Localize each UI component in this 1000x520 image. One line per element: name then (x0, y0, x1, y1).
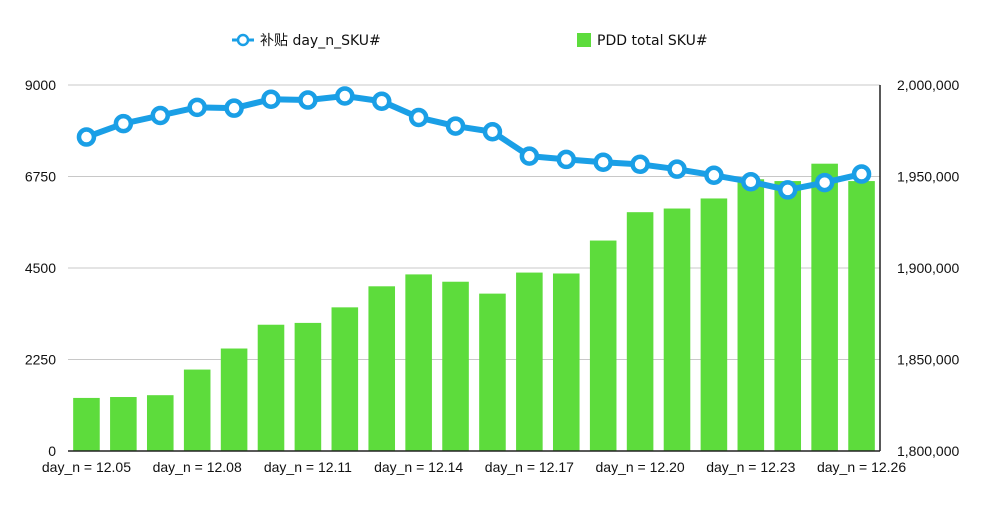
bar[interactable] (405, 274, 432, 451)
bar[interactable] (442, 281, 469, 451)
bar[interactable] (479, 293, 506, 451)
x-tick-label: day_n = 12.11 (264, 459, 352, 475)
line-point[interactable] (224, 98, 244, 118)
line-point[interactable] (261, 89, 281, 109)
bar[interactable] (220, 348, 248, 451)
line-point[interactable] (408, 107, 429, 128)
bar[interactable] (368, 286, 396, 451)
line-series-subsidy-sku (76, 86, 872, 200)
line-point[interactable] (630, 154, 650, 175)
legend-item-bar[interactable]: PDD total SKU# (577, 33, 708, 49)
line-point[interactable] (113, 113, 134, 134)
line-point[interactable] (814, 172, 835, 193)
right-tick-label: 2,000,000 (897, 77, 959, 93)
left-tick-label: 2250 (25, 352, 56, 368)
line-point[interactable] (593, 152, 613, 173)
bar[interactable] (626, 212, 654, 451)
line-point[interactable] (371, 91, 392, 112)
bar[interactable] (146, 395, 174, 451)
left-tick-label: 0 (48, 443, 56, 459)
x-tick-label: day_n = 12.05 (42, 459, 131, 475)
bar[interactable] (257, 324, 285, 451)
line-point[interactable] (556, 149, 577, 170)
right-tick-label: 1,800,000 (897, 443, 959, 459)
right-tick-label: 1,850,000 (897, 352, 959, 368)
line-point[interactable] (741, 172, 761, 192)
bar[interactable] (331, 307, 359, 451)
bar[interactable] (552, 273, 580, 451)
line-point[interactable] (704, 165, 724, 186)
line-point[interactable] (335, 86, 355, 106)
line-point[interactable] (851, 164, 872, 184)
series-line (83, 92, 865, 193)
x-tick-label: day_n = 12.17 (485, 459, 574, 475)
bar[interactable] (811, 163, 838, 451)
bar[interactable] (700, 198, 728, 451)
x-tick-label: day_n = 12.08 (153, 459, 242, 475)
x-axis-ticks: day_n = 12.05 day_n = 12.08 day_n = 12.11 d… (42, 459, 906, 475)
right-axis-ticks: 1,800,000 1,850,000 1,900,000 1,950,000 2,00… (897, 77, 959, 459)
bar[interactable] (183, 369, 211, 451)
x-tick-label: day_n = 12.26 (817, 459, 906, 475)
bar[interactable] (516, 272, 543, 451)
line-point[interactable] (298, 90, 318, 110)
line-point[interactable] (187, 97, 207, 118)
line-point[interactable] (519, 146, 540, 166)
legend: 补贴 day_n_SKU# PDD total SKU# (232, 33, 708, 49)
legend-bar-label: PDD total SKU# (597, 33, 708, 49)
legend-line-label: 补贴 day_n_SKU# (260, 33, 381, 49)
x-tick-label: day_n = 12.20 (596, 459, 685, 475)
x-tick-label: day_n = 12.14 (374, 459, 463, 475)
line-point[interactable] (150, 105, 171, 126)
axes (68, 85, 881, 452)
left-tick-label: 4500 (25, 260, 56, 276)
bar[interactable] (737, 179, 765, 451)
bar-series-pdd-total-sku (73, 163, 875, 451)
right-tick-label: 1,950,000 (897, 169, 959, 185)
bar[interactable] (294, 322, 322, 451)
left-tick-label: 9000 (25, 77, 56, 93)
bar[interactable] (774, 181, 802, 451)
bar[interactable] (848, 181, 875, 451)
left-tick-label: 6750 (25, 169, 56, 185)
line-point[interactable] (667, 159, 687, 179)
bar[interactable] (73, 397, 100, 451)
bar[interactable] (589, 240, 617, 451)
right-tick-label: 1,900,000 (897, 260, 959, 276)
bar[interactable] (663, 208, 691, 451)
legend-line-marker-icon (236, 33, 250, 47)
legend-bar-swatch-icon (577, 33, 591, 47)
bar[interactable] (110, 397, 137, 451)
line-point[interactable] (777, 180, 798, 200)
x-tick-label: day_n = 12.23 (706, 459, 795, 475)
line-point[interactable] (445, 116, 466, 136)
line-point[interactable] (482, 122, 503, 142)
legend-item-line[interactable]: 补贴 day_n_SKU# (232, 33, 381, 49)
line-point[interactable] (76, 127, 97, 147)
left-axis-ticks: 0 2250 4500 6750 9000 (25, 77, 56, 459)
